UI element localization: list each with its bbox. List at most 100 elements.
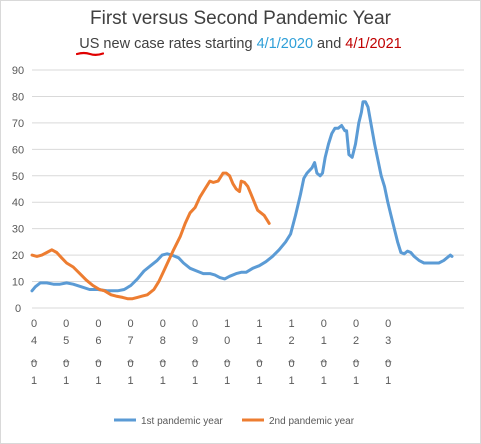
x-tick-label-11: 03_01 xyxy=(384,318,392,387)
x-tick-char: 1 xyxy=(192,375,198,387)
y-tick-label-0: 0 xyxy=(15,303,21,315)
x-tick-char: 0 xyxy=(224,358,230,370)
x-tick-char: 0 xyxy=(160,318,166,330)
x-tick-char: 2 xyxy=(353,335,359,347)
gridlines xyxy=(32,69,464,309)
x-tick-char: 1 xyxy=(289,375,295,387)
x-tick-char: 0 xyxy=(31,358,37,370)
x-tick-char: 0 xyxy=(321,318,327,330)
subtitle-date2: 4/1/2021 xyxy=(345,36,402,52)
x-tick-char: 2 xyxy=(289,335,295,347)
x-tick-char: 0 xyxy=(224,335,230,347)
x-tick-char: 0 xyxy=(95,358,101,370)
x-tick-label-0: 04_01 xyxy=(30,318,38,387)
x-tick-label-6: 10_01 xyxy=(223,318,231,387)
x-tick-char: 1 xyxy=(95,375,101,387)
x-tick-char: 0 xyxy=(385,358,391,370)
y-tick-label-50: 50 xyxy=(12,171,24,183)
x-tick-char: 0 xyxy=(95,318,101,330)
x-tick-char: 9 xyxy=(192,335,198,347)
legend-label-2: 2nd pandemic year xyxy=(269,416,355,427)
x-tick-char: 4 xyxy=(31,335,37,347)
x-tick-label-1: 05_01 xyxy=(62,318,70,387)
x-tick-char: 1 xyxy=(353,375,359,387)
y-tick-label-90: 90 xyxy=(12,65,24,77)
subtitle-part2: new case rates starting xyxy=(99,36,257,52)
x-tick-char: 0 xyxy=(128,318,134,330)
x-tick-char: 0 xyxy=(289,358,295,370)
x-tick-char: 0 xyxy=(353,318,359,330)
x-tick-label-3: 07_01 xyxy=(127,318,135,387)
subtitle-date1: 4/1/2020 xyxy=(256,36,314,52)
x-tick-char: _ xyxy=(30,351,38,363)
y-tick-label-30: 30 xyxy=(12,224,24,236)
x-tick-char: 0 xyxy=(353,358,359,370)
x-tick-char: _ xyxy=(352,351,360,363)
x-tick-char: 0 xyxy=(31,318,37,330)
y-tick-label-80: 80 xyxy=(12,91,24,103)
x-tick-char: 1 xyxy=(224,375,230,387)
x-tick-char: 0 xyxy=(321,358,327,370)
x-tick-char: _ xyxy=(191,351,199,363)
x-tick-label-2: 06_01 xyxy=(94,318,102,387)
x-tick-char: 1 xyxy=(224,318,230,330)
x-tick-char: 0 xyxy=(192,318,198,330)
x-tick-char: 1 xyxy=(256,335,262,347)
x-tick-char: _ xyxy=(127,351,135,363)
x-tick-char: 6 xyxy=(95,335,101,347)
x-axis-ticks: 04_0105_0106_0107_0108_0109_0110_0111_01… xyxy=(30,318,392,387)
x-tick-char: 0 xyxy=(192,358,198,370)
x-tick-char: _ xyxy=(320,351,328,363)
x-tick-char: _ xyxy=(288,351,296,363)
subtitle-us: US xyxy=(76,36,105,56)
legend: 1st pandemic year 2nd pandemic year xyxy=(114,416,355,427)
x-tick-char: 3 xyxy=(385,335,391,347)
y-tick-label-70: 70 xyxy=(12,118,24,130)
x-tick-char: _ xyxy=(62,351,70,363)
x-tick-char: 0 xyxy=(160,358,166,370)
x-tick-char: 1 xyxy=(256,375,262,387)
us-underline-mark xyxy=(76,51,105,56)
x-tick-char: 1 xyxy=(160,375,166,387)
x-tick-char: _ xyxy=(94,351,102,363)
y-tick-label-60: 60 xyxy=(12,144,24,156)
x-tick-char: 1 xyxy=(321,335,327,347)
x-tick-char: 1 xyxy=(128,375,134,387)
x-tick-char: 0 xyxy=(63,318,69,330)
x-tick-char: 5 xyxy=(63,335,69,347)
series-line-2 xyxy=(30,171,271,301)
y-tick-label-40: 40 xyxy=(12,197,24,209)
x-tick-label-7: 1 1 _0 1 xyxy=(255,318,263,387)
chart-title: First versus Second Pandemic Year xyxy=(90,8,391,29)
subtitle-part3: and xyxy=(313,36,346,52)
x-tick-char: 0 xyxy=(256,358,262,370)
x-tick-char: 0 xyxy=(63,358,69,370)
x-tick-char: 1 xyxy=(289,318,295,330)
x-tick-label-5: 09_01 xyxy=(191,318,199,387)
legend-label-1: 1st pandemic year xyxy=(141,416,223,427)
x-tick-label-9: 01_01 xyxy=(320,318,328,387)
x-tick-label-10: 02_01 xyxy=(352,318,360,387)
chart-subtitle: US new case rates starting 4/1/2020 and … xyxy=(0,36,481,56)
x-tick-char: 0 xyxy=(385,318,391,330)
x-tick-char: 7 xyxy=(128,335,134,347)
x-tick-char: _ xyxy=(384,351,392,363)
series-lines xyxy=(30,100,454,301)
x-tick-char: 1 xyxy=(256,318,262,330)
y-tick-label-10: 10 xyxy=(12,277,24,289)
x-tick-char: 0 xyxy=(128,358,134,370)
x-tick-char: _ xyxy=(223,351,231,363)
x-tick-char: _ xyxy=(159,351,167,363)
x-tick-char: _ xyxy=(255,351,263,363)
series-line-1 xyxy=(30,100,454,293)
x-tick-char: 1 xyxy=(321,375,327,387)
x-tick-char: 8 xyxy=(160,335,166,347)
subtitle-us-text: US xyxy=(79,36,100,52)
y-tick-label-20: 20 xyxy=(12,250,24,262)
x-tick-char: 1 xyxy=(31,375,37,387)
x-tick-char: 1 xyxy=(63,375,69,387)
y-axis-ticks: 0 10 20 30 40 50 60 70 80 90 xyxy=(12,65,24,315)
x-tick-char: 1 xyxy=(385,375,391,387)
